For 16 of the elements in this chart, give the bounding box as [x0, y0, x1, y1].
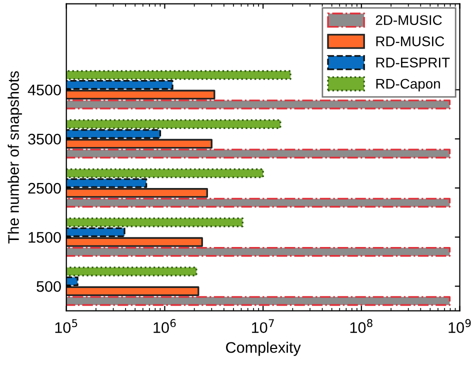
x-tick-label: 10$^{9}$ [448, 319, 471, 333]
y-tick-label: 1500 [28, 232, 61, 243]
legend-label: RD-MUSIC [376, 36, 444, 46]
y-tick-label: 3500 [28, 134, 61, 145]
y-tick-label: 2500 [28, 182, 61, 194]
legend-label: 2D-MUSIC [376, 15, 442, 26]
x-tick-label: 10$^{5}$ [55, 319, 78, 334]
x-tick-label: 10$^{7}$ [252, 319, 274, 334]
y-tick-label: 4500 [28, 84, 61, 96]
x-tick-label: 10$^{8}$ [350, 319, 372, 333]
x-axis-title: Complexity [226, 342, 301, 356]
legend-label: RD-ESPRIT [376, 58, 450, 68]
x-tick-label: 10$^{6}$ [154, 319, 176, 333]
y-tick-label: 500 [36, 281, 61, 292]
legend-label: RD-Capon [376, 78, 440, 92]
y-axis-title: The number of snapshots [8, 71, 22, 244]
